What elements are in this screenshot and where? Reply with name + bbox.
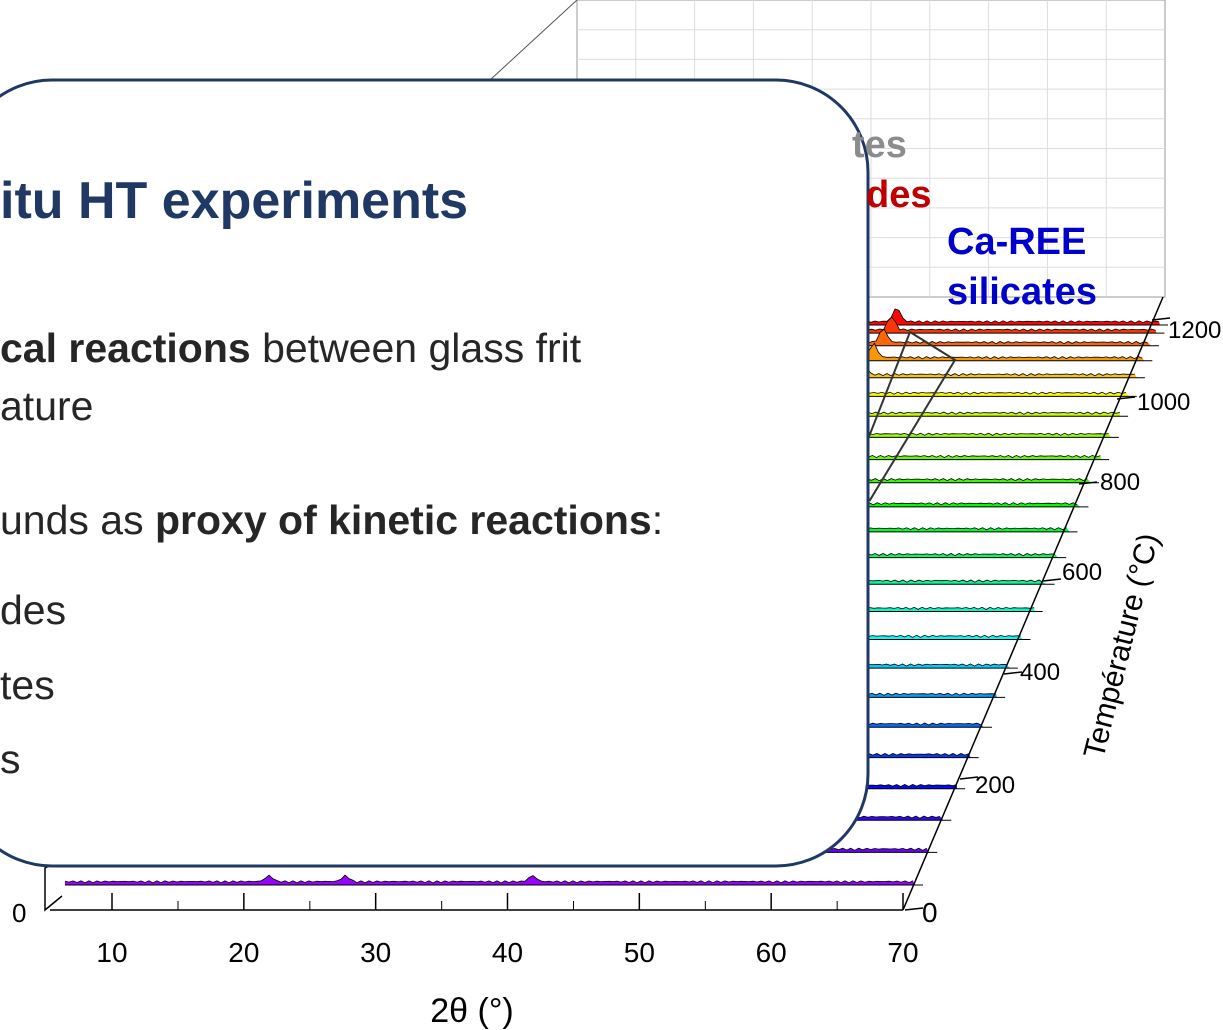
temp-tick [1116, 396, 1136, 400]
temp-tick [1003, 671, 1023, 675]
text-run: ature [0, 383, 93, 429]
temp-tick-label: 800 [1100, 469, 1140, 496]
annotations: tes des Ca-REE silicates [852, 124, 1097, 313]
text-run: cal reactions [0, 325, 251, 371]
annotation: tes [852, 124, 907, 166]
text-run: des [0, 587, 66, 633]
text-run: unds as [0, 497, 155, 543]
panel-line: s [0, 736, 21, 782]
annotation: silicates [947, 271, 1097, 313]
temp-tick-label: 200 [975, 772, 1015, 799]
panel-line: tes [0, 662, 55, 708]
temp-tick-label: 0 [922, 897, 938, 928]
x-axis-label: 2θ (°) [430, 992, 514, 1030]
text-run: s [0, 736, 21, 782]
temp-tick-label: 400 [1020, 659, 1060, 686]
annotation: Ca-REE [947, 221, 1086, 263]
z-tick-label: 0 [12, 898, 26, 928]
panel-title: itu HT experiments [0, 172, 468, 230]
x-tick-label: 50 [624, 937, 655, 968]
trace-fill [65, 875, 915, 885]
x-tick-label: 10 [96, 937, 127, 968]
highlight-box [848, 330, 957, 502]
panel-line: ature [0, 383, 93, 429]
x-tick-label: 70 [887, 937, 918, 968]
x-tick-label: 20 [228, 937, 259, 968]
z-axis [44, 861, 63, 912]
side-edge [489, 0, 578, 81]
panel-line: cal reactions between glass frit [0, 325, 582, 371]
temp-tick [904, 907, 924, 911]
x-tick-label: 30 [360, 937, 391, 968]
panel-line: des [0, 587, 66, 633]
temp-tick [1078, 481, 1098, 485]
text-panel [0, 78, 870, 868]
temp-tick-label: 1200 [1168, 317, 1221, 344]
x-tick-label: 40 [492, 937, 523, 968]
trace-line [64, 874, 914, 884]
temp-tick [959, 776, 979, 780]
annotation: des [866, 174, 931, 216]
panel-text: itu HT experiments cal reactions between … [0, 172, 663, 782]
temp-tick-label: 600 [1062, 559, 1102, 586]
text-run: : [652, 497, 663, 543]
text-run: between glass frit [251, 325, 582, 371]
panel-line: unds as proxy of kinetic reactions: [0, 497, 663, 543]
text-run: tes [0, 662, 55, 708]
temp-tick-label: 1000 [1137, 389, 1190, 416]
temp-tick [1151, 317, 1171, 321]
temp-tick [1042, 578, 1062, 582]
text-run: proxy of kinetic reactions [155, 497, 652, 543]
x-tick-label: 60 [756, 937, 787, 968]
